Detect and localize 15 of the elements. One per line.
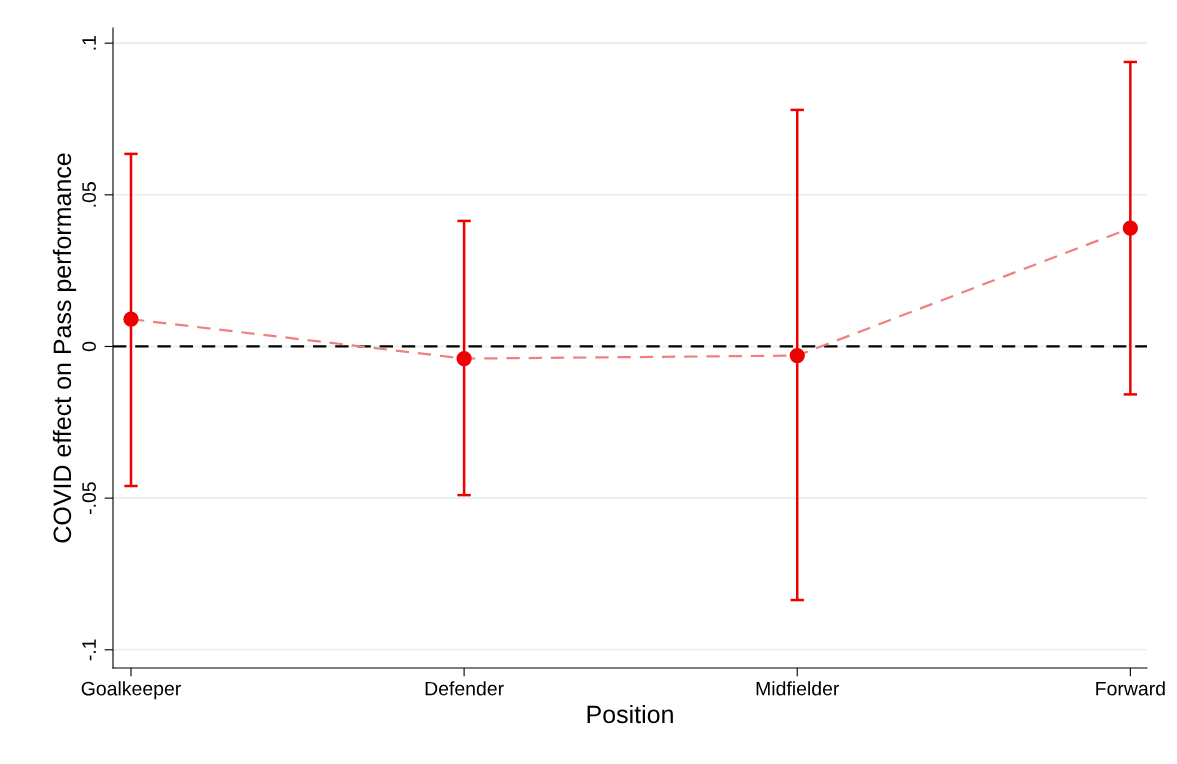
x-axis-title: Position: [587, 704, 673, 724]
point: [456, 350, 472, 367]
y-tick-label: -.1: [82, 639, 96, 661]
x-tick-label: Defender: [425, 681, 504, 696]
y-tick-label: 0: [82, 341, 96, 352]
x-tick-label: Goalkeeper: [81, 681, 181, 700]
y-axis-title: COVID effect on Pass performance: [52, 153, 77, 543]
y-tick-label: -.05: [82, 482, 96, 515]
x-tick-label: Midfielder: [756, 681, 840, 696]
y-tick-label: .1: [82, 36, 96, 50]
x-tick-label: Forward: [1096, 681, 1165, 696]
y-tick-label: .05: [82, 182, 96, 207]
point: [123, 311, 139, 327]
point: [1122, 220, 1138, 236]
point: [789, 347, 805, 364]
